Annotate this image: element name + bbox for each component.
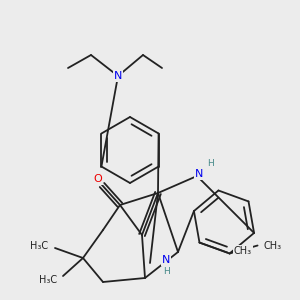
- Text: H₃C: H₃C: [39, 275, 57, 285]
- Text: O: O: [94, 174, 102, 184]
- Text: H₃C: H₃C: [30, 241, 48, 251]
- Text: N: N: [114, 71, 122, 81]
- Text: CH₃: CH₃: [264, 241, 282, 250]
- Text: H: H: [208, 160, 214, 169]
- Text: H: H: [163, 268, 170, 277]
- Text: CH₃: CH₃: [233, 246, 252, 256]
- Text: N: N: [195, 169, 203, 179]
- Text: N: N: [162, 255, 170, 265]
